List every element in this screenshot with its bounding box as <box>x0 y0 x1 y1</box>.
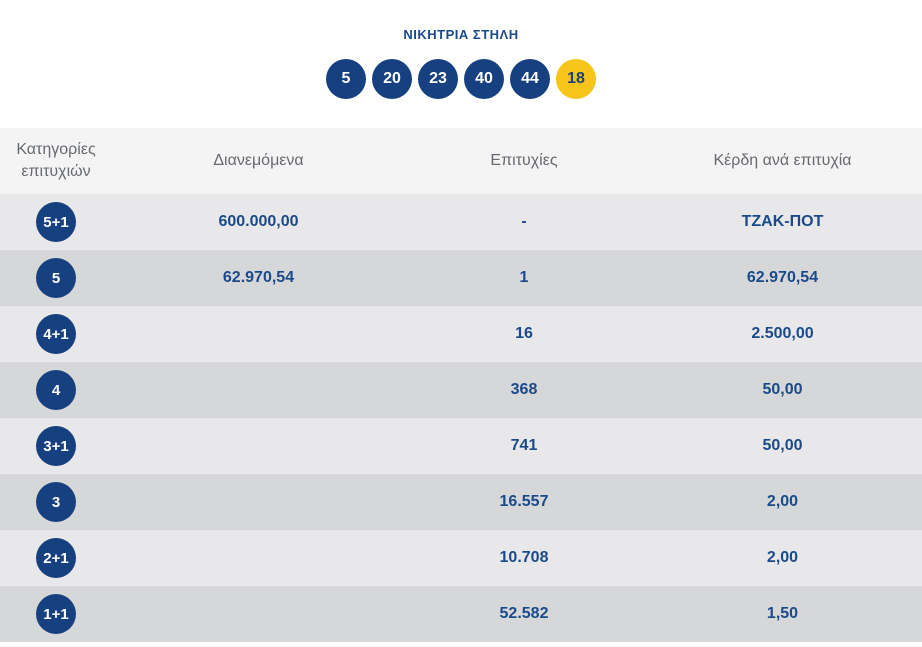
distributed-cell: 600.000,00 <box>218 213 299 230</box>
table-row: 4 368 50,00 <box>0 362 922 418</box>
category-badge: 5 <box>36 258 76 298</box>
category-badge: 4+1 <box>36 314 76 354</box>
distributed-cell: 62.970,54 <box>222 269 295 286</box>
prize-cell: 50,00 <box>762 381 803 398</box>
table-row: 2+1 10.708 2,00 <box>0 530 922 586</box>
prize-cell: 2,00 <box>766 493 799 510</box>
winning-column-title: ΝΙΚΗΤΡΙΑ ΣΤΗΛΗ <box>403 27 519 42</box>
category-badge: 2+1 <box>36 538 76 578</box>
category-badge: 3 <box>36 482 76 522</box>
header-distributed: Διανεμόμενα <box>213 152 304 169</box>
winners-cell: 52.582 <box>499 605 549 622</box>
prize-table: Κατηγορίες επιτυχιών Διανεμόμενα Επιτυχί… <box>0 128 922 642</box>
table-row: 3+1 741 50,00 <box>0 418 922 474</box>
winners-cell: 741 <box>510 437 538 454</box>
prize-cell: 2,00 <box>766 549 799 566</box>
category-badge: 3+1 <box>36 426 76 466</box>
winners-cell: 16.557 <box>499 493 549 510</box>
number-ball: 40 <box>464 59 504 99</box>
number-ball: 5 <box>326 59 366 99</box>
header-category-line1: Κατηγορίες <box>16 141 96 158</box>
winners-cell: 368 <box>510 381 538 398</box>
prize-cell: ΤΖΑΚ-ΠΟΤ <box>741 213 824 230</box>
joker-ball: 18 <box>556 59 596 99</box>
header-winners: Επιτυχίες <box>490 152 558 169</box>
category-badge: 4 <box>36 370 76 410</box>
number-ball: 23 <box>418 59 458 99</box>
number-ball: 44 <box>510 59 550 99</box>
table-row: 5+1 600.000,00 - ΤΖΑΚ-ΠΟΤ <box>0 194 922 250</box>
winners-cell: 1 <box>519 269 529 286</box>
header-category: Κατηγορίες επιτυχιών <box>0 139 112 183</box>
winners-cell: 16 <box>515 325 533 342</box>
winners-cell: 10.708 <box>499 549 549 566</box>
prize-cell: 1,50 <box>766 605 799 622</box>
category-badge: 5+1 <box>36 202 76 242</box>
table-row: 1+1 52.582 1,50 <box>0 586 922 642</box>
winning-numbers: 5 20 23 40 44 18 <box>0 59 922 99</box>
header-category-line2: επιτυχιών <box>21 163 91 180</box>
category-badge: 1+1 <box>36 594 76 634</box>
winners-cell: - <box>521 213 527 230</box>
table-header: Κατηγορίες επιτυχιών Διανεμόμενα Επιτυχί… <box>0 128 922 194</box>
table-row: 3 16.557 2,00 <box>0 474 922 530</box>
prize-cell: 62.970,54 <box>746 269 819 286</box>
number-ball: 20 <box>372 59 412 99</box>
prize-cell: 50,00 <box>762 437 803 454</box>
table-row: 5 62.970,54 1 62.970,54 <box>0 250 922 306</box>
table-row: 4+1 16 2.500,00 <box>0 306 922 362</box>
prize-cell: 2.500,00 <box>751 325 814 342</box>
header-prize: Κέρδη ανά επιτυχία <box>713 152 852 169</box>
